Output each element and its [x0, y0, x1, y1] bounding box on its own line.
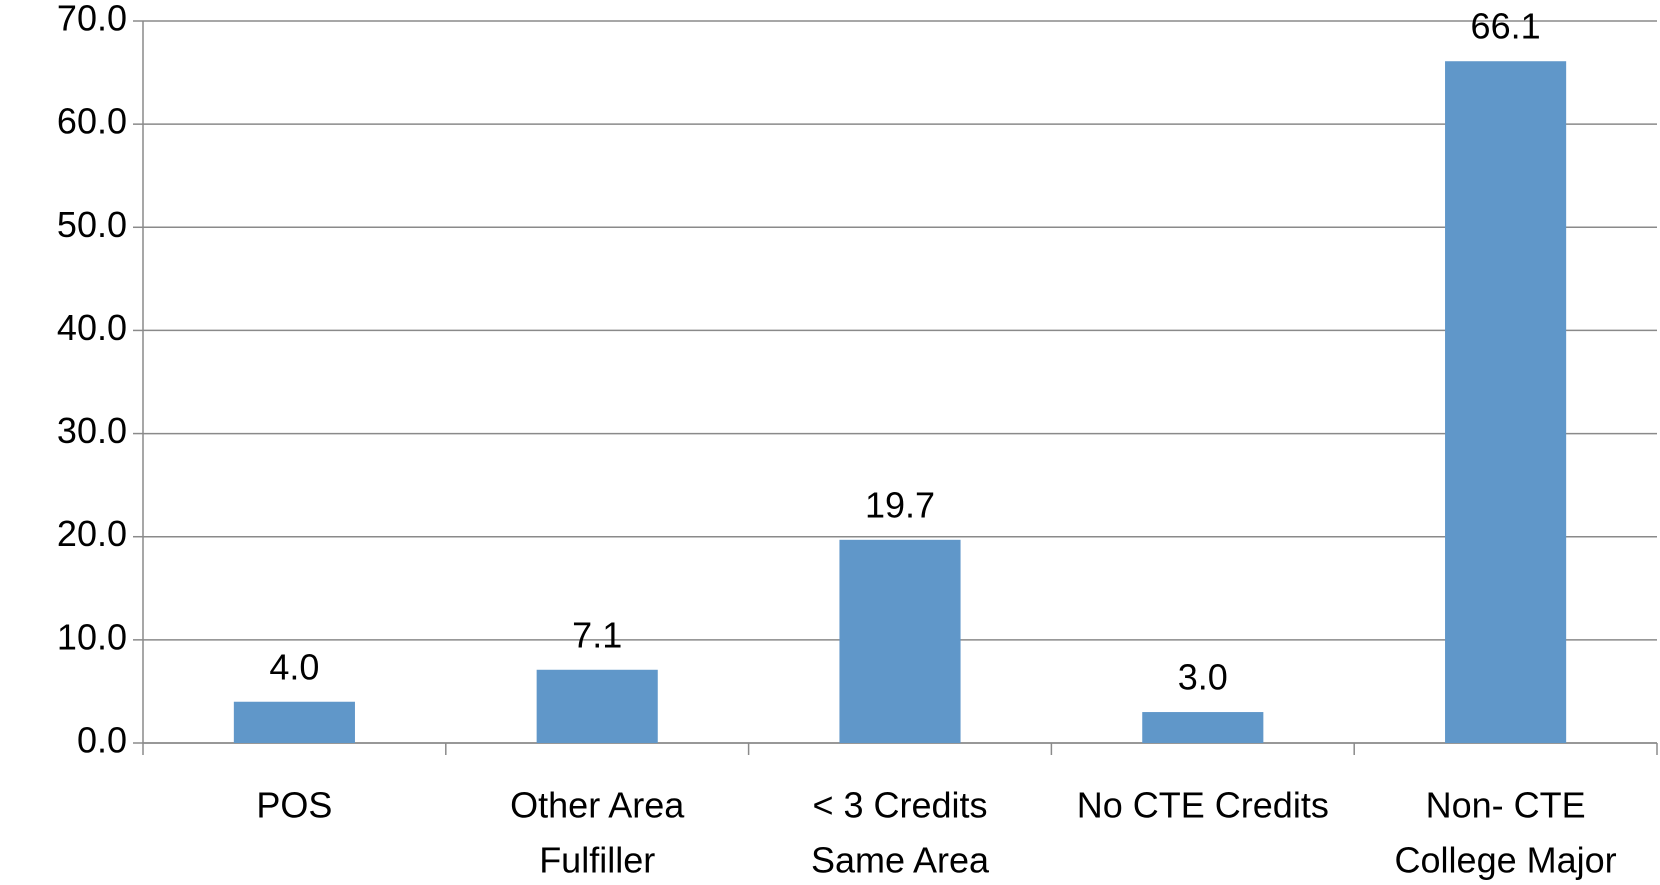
y-tick-label: 30.0	[57, 410, 127, 451]
x-tick-label: < 3 Credits	[812, 785, 987, 826]
y-tick-label: 40.0	[57, 307, 127, 348]
x-tick-label: Fulfiller	[539, 840, 655, 881]
bar	[1142, 712, 1264, 743]
y-tick-label: 50.0	[57, 204, 127, 245]
bar	[233, 701, 355, 743]
bar	[839, 539, 961, 743]
bar	[536, 669, 658, 743]
x-tick-label: Other Area	[510, 785, 685, 826]
y-tick-label: 60.0	[57, 101, 127, 142]
y-tick-label: 70.0	[57, 0, 127, 39]
data-label: 7.1	[572, 614, 622, 655]
x-tick-label: Same Area	[811, 840, 990, 881]
data-label: 19.7	[865, 484, 935, 525]
y-tick-label: 20.0	[57, 513, 127, 554]
data-label: 66.1	[1471, 6, 1541, 47]
x-tick-label: No CTE Credits	[1077, 785, 1329, 826]
data-label: 3.0	[1178, 657, 1228, 698]
bar	[1445, 61, 1567, 744]
x-tick-label: Non- CTE	[1426, 785, 1586, 826]
data-label: 4.0	[269, 646, 319, 687]
x-tick-label: POS	[256, 785, 332, 826]
x-tick-label: College Major	[1395, 840, 1617, 881]
y-tick-label: 0.0	[77, 720, 127, 761]
y-tick-label: 10.0	[57, 616, 127, 657]
